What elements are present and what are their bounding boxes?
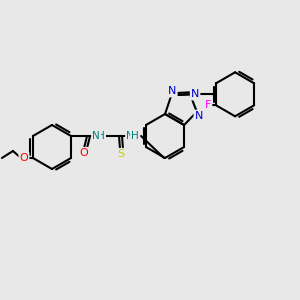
Text: O: O [80, 148, 88, 158]
Text: H: H [131, 131, 139, 141]
Text: N: N [126, 131, 134, 141]
Text: N: N [92, 131, 100, 141]
Text: N: N [195, 111, 203, 121]
Text: O: O [20, 153, 28, 163]
Text: N: N [168, 86, 176, 96]
Text: F: F [205, 100, 211, 110]
Text: S: S [118, 149, 124, 159]
Text: N: N [191, 89, 199, 99]
Text: H: H [97, 131, 105, 141]
